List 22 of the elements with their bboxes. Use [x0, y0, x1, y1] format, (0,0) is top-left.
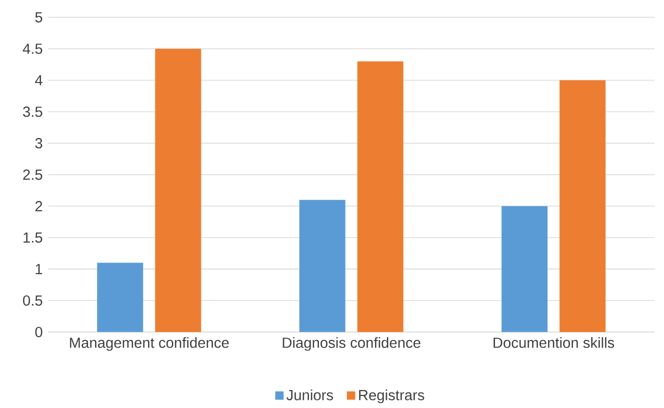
legend-label: Registrars: [359, 390, 424, 404]
bar: [560, 80, 606, 332]
y-tick-label: 4: [35, 75, 42, 86]
y-tick-label: 0.5: [23, 296, 42, 306]
y-tick-label: 3.5: [23, 106, 42, 118]
y-tick-label: 2.5: [23, 170, 42, 180]
bar: [299, 200, 346, 332]
y-tick-label: 4.5: [22, 44, 42, 54]
bar: [502, 206, 548, 332]
x-tick-label: Documention skills: [494, 337, 614, 348]
x-tick-label: Management confidence: [70, 337, 229, 351]
y-tick-label: 1.5: [24, 232, 42, 243]
x-tick-label: Diagnosis confidence: [282, 337, 420, 351]
bar: [155, 48, 202, 332]
y-tick-label: 2: [35, 201, 42, 212]
y-tick-label: 5: [35, 12, 42, 23]
bar: [97, 262, 144, 332]
bar: [357, 62, 404, 332]
legend-label: Juniors: [286, 390, 334, 400]
y-tick-label: 3: [35, 138, 42, 149]
y-tick-label: 1: [36, 264, 42, 274]
y-tick-label: 0: [35, 326, 42, 338]
